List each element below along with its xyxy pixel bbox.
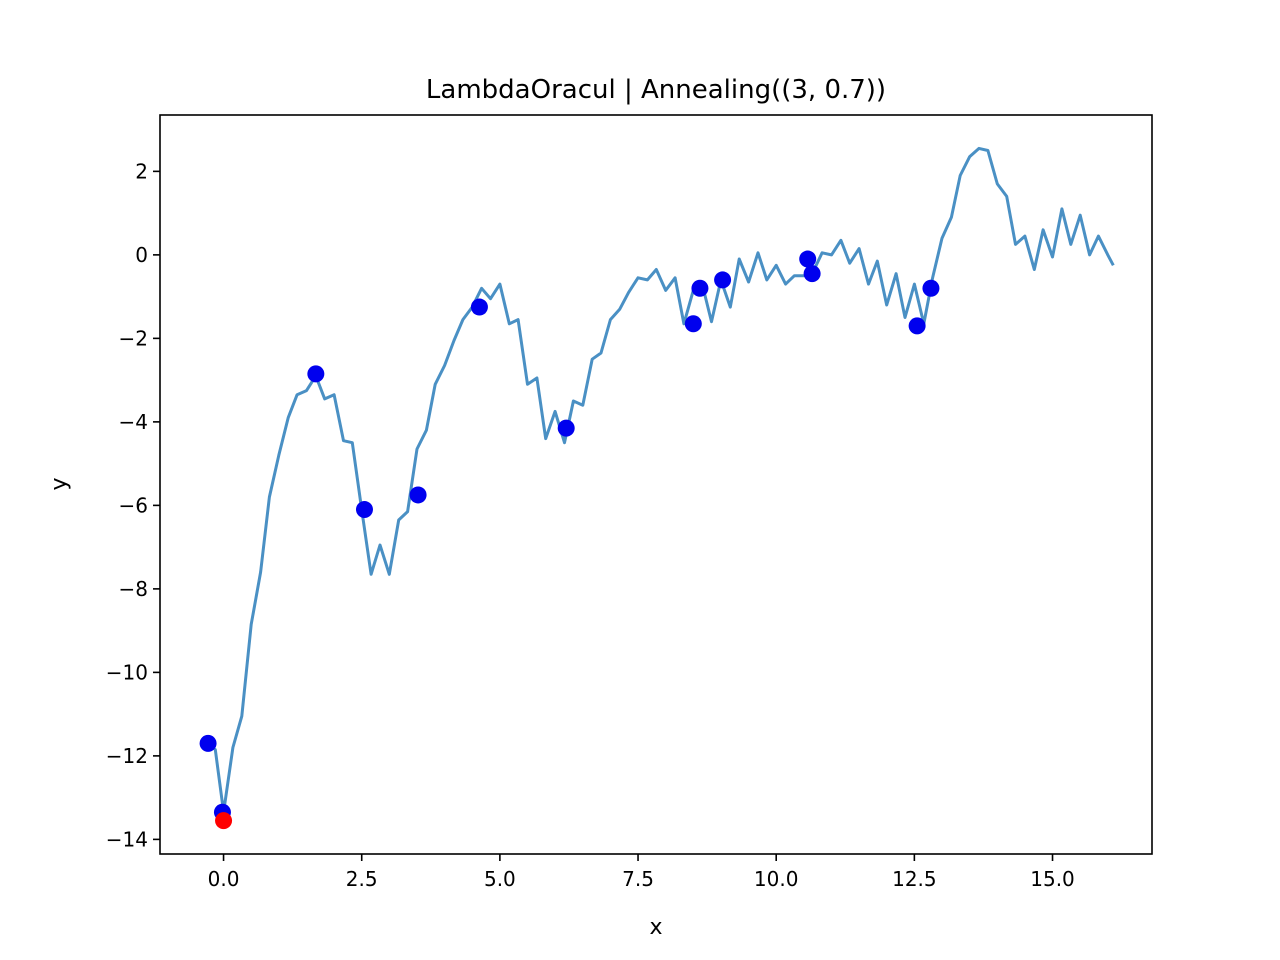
scatter-point: [714, 271, 732, 289]
x-tick-label: 15.0: [1030, 867, 1075, 891]
y-tick-label: −12: [106, 744, 148, 768]
x-tick-label: 12.5: [892, 867, 937, 891]
y-tick-label: 2: [135, 159, 148, 183]
series-line: [206, 146, 1115, 814]
scatter-point: [355, 501, 373, 519]
scatter-point: [409, 486, 427, 504]
scatter-point: [908, 317, 926, 335]
scatter-point: [470, 298, 488, 316]
scatter-point: [684, 315, 702, 333]
x-tick-label: 0.0: [208, 867, 240, 891]
x-axis-label: x: [649, 915, 662, 940]
y-axis: 2 0 −2 −4 −6 −8 −10 −12 −14: [106, 159, 160, 851]
y-tick-label: −2: [119, 326, 148, 350]
x-tick-label: 2.5: [346, 867, 378, 891]
y-tick-label: −4: [119, 410, 148, 434]
scatter-point: [799, 250, 817, 268]
plot-frame: [159, 114, 1153, 855]
y-tick-label: 0: [135, 243, 148, 267]
plot-area: [199, 146, 1115, 830]
x-tick-label: 7.5: [622, 867, 654, 891]
scatter-point: [922, 279, 940, 297]
scatter-point: [307, 365, 325, 383]
x-axis: 0.0 2.5 5.0 7.5 10.0 12.5 15.0: [208, 854, 1075, 891]
y-tick-label: −14: [106, 827, 148, 851]
x-tick-label: 5.0: [484, 867, 516, 891]
scatter-point: [803, 265, 821, 283]
y-axis-label: y: [47, 477, 72, 490]
y-tick-label: −8: [119, 577, 148, 601]
chart-title: LambdaOracul | Annealing((3, 0.7)): [426, 75, 886, 105]
scatter-point: [199, 734, 217, 752]
y-tick-label: −6: [119, 493, 148, 517]
scatter-point: [691, 279, 709, 297]
y-tick-label: −10: [106, 660, 148, 684]
x-tick-label: 10.0: [754, 867, 799, 891]
scatter-point: [557, 419, 575, 437]
best-point: [215, 812, 233, 830]
